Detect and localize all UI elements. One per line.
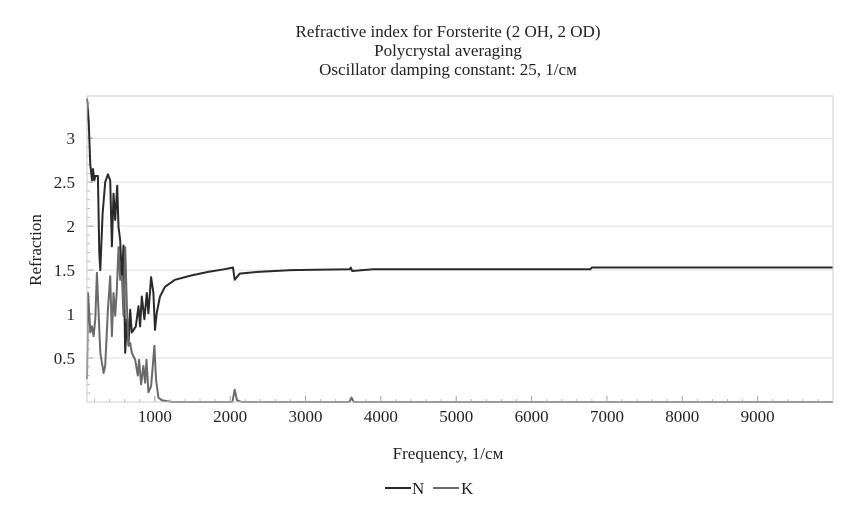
y-tick-label: 1.5 — [54, 261, 75, 280]
legend-label-n: N — [412, 479, 424, 498]
plot-frame — [86, 95, 834, 403]
chart-title-line-3: Oscillator damping constant: 25, 1/см — [319, 60, 577, 79]
x-tick-label: 2000 — [213, 407, 247, 426]
x-tick-label: 7000 — [590, 407, 624, 426]
legend-label-k: K — [461, 479, 474, 498]
x-tick-label: 5000 — [439, 407, 473, 426]
chart-title-line-1: Refractive index for Forsterite (2 OH, 2… — [295, 22, 601, 41]
x-tick-label: 6000 — [515, 407, 549, 426]
series-line-n — [86, 98, 833, 354]
legend: N K — [385, 479, 474, 498]
x-tick-label: 4000 — [364, 407, 398, 426]
x-tick-label: 9000 — [741, 407, 775, 426]
y-tick-label: 3 — [67, 129, 76, 148]
y-tick-label: 2.5 — [54, 173, 75, 192]
x-tick-label: 8000 — [665, 407, 699, 426]
x-tick-label: 3000 — [289, 407, 323, 426]
chart-title-line-2: Polycrystal averaging — [374, 41, 522, 60]
x-tick-label: 1000 — [138, 407, 172, 426]
y-tick-label: 1 — [67, 305, 76, 324]
y-axis-label: Refraction — [26, 214, 45, 286]
y-tick-label: 0.5 — [54, 349, 75, 368]
y-tick-label: 2 — [67, 217, 76, 236]
x-axis-label: Frequency, 1/см — [393, 444, 504, 463]
